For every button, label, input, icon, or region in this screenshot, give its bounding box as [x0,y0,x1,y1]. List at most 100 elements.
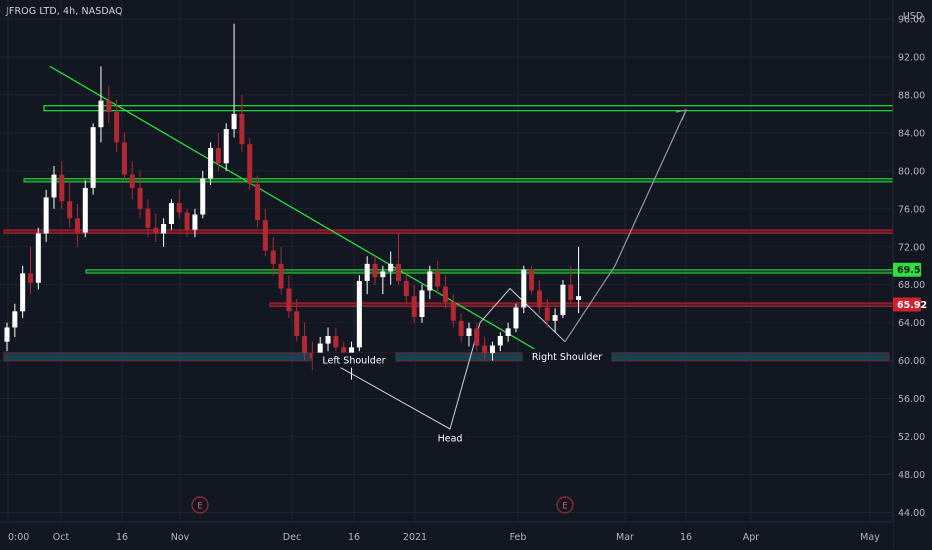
candle [419,290,425,317]
x-tick-label: 0:00 [8,532,29,543]
label-left-shoulder: Left Shoulder [312,352,396,368]
candle [223,129,229,164]
candle [372,263,378,278]
candle [442,286,448,302]
x-tick-label: Feb [510,532,527,543]
projection-arrow [564,109,687,343]
price-badge: 65.92 [893,297,927,312]
candle [98,100,104,128]
candle [317,343,323,359]
earnings-marker[interactable]: E [191,496,209,514]
candle [544,307,550,321]
candle [435,271,441,287]
svg-text:E: E [197,502,203,512]
candle [497,335,503,346]
y-tick-label: 92.00 [898,52,925,63]
candle [356,280,362,348]
svg-text:Head: Head [438,433,463,444]
y-tick-label: 52.00 [898,432,925,443]
svg-text:E: E [562,502,568,512]
y-tick-label: 72.00 [898,242,925,253]
candle [262,220,268,251]
svg-text:Left Shoulder: Left Shoulder [322,356,385,367]
label-head: Head [435,430,465,446]
candle [380,271,386,278]
earnings-marker[interactable]: E [556,496,574,514]
candle [168,203,174,224]
candle [51,174,57,198]
x-tick-label: Nov [171,532,190,543]
candle [458,320,464,336]
candle [505,328,511,336]
candle [90,127,96,188]
candle [302,335,308,354]
candle [184,212,190,230]
candle [106,100,112,112]
resistance-level-green [43,105,894,112]
candle [450,301,456,321]
candle [82,187,88,233]
symbol-title: JFROG LTD, 4h, NASDAQ [6,6,123,17]
support-level-red [3,229,894,234]
candle [20,273,26,312]
candle [466,328,472,336]
candle [231,113,237,130]
candle [513,307,519,329]
y-tick-label: 64.00 [898,318,925,329]
candle [270,250,276,264]
x-tick-label: 16 [680,532,692,543]
currency-label: USD [903,11,923,22]
x-tick-label: 16 [348,532,360,543]
candle [137,187,143,209]
y-tick-label: 84.00 [898,128,925,139]
candle [560,284,566,316]
candle [208,148,214,179]
candle [12,311,18,328]
candle [192,214,198,230]
candle [474,328,480,346]
svg-text:65.92: 65.92 [897,300,927,311]
resistance-level-green [85,269,894,274]
candle [396,263,401,281]
x-tick-label: Mar [616,532,634,543]
candle [153,227,159,234]
candle [568,284,574,300]
svg-text:Right Shoulder: Right Shoulder [532,352,602,363]
candle [411,296,417,317]
svg-text:69.58: 69.58 [897,265,927,276]
candle [59,174,65,202]
x-tick-label: May [860,532,880,543]
candle [43,197,49,234]
candle [294,311,300,336]
candle [536,290,542,308]
candle [67,201,73,219]
y-tick-label: 68.00 [898,280,925,291]
y-tick-label: 60.00 [898,356,925,367]
candle [215,148,221,164]
candle [489,345,495,354]
x-tick-label: Oct [53,532,70,543]
y-tick-label: 44.00 [898,508,925,519]
x-tick-label: 16 [116,532,128,543]
candle [161,223,167,234]
candle [74,218,80,233]
candle [27,273,33,283]
candle [255,184,261,221]
candle [576,296,582,300]
candle [247,144,253,185]
candle [114,111,120,143]
candle [552,315,558,321]
candle [286,288,292,312]
candle [176,203,182,213]
candle [325,335,331,344]
price-badge: 69.58 [893,262,927,277]
arrow-head [675,109,687,121]
support-level-red [269,302,894,307]
candle [121,142,127,175]
candle [200,178,206,215]
y-tick-label: 80.00 [898,166,925,177]
candle [129,174,135,188]
candle [529,269,535,291]
resistance-level-green [23,178,894,183]
